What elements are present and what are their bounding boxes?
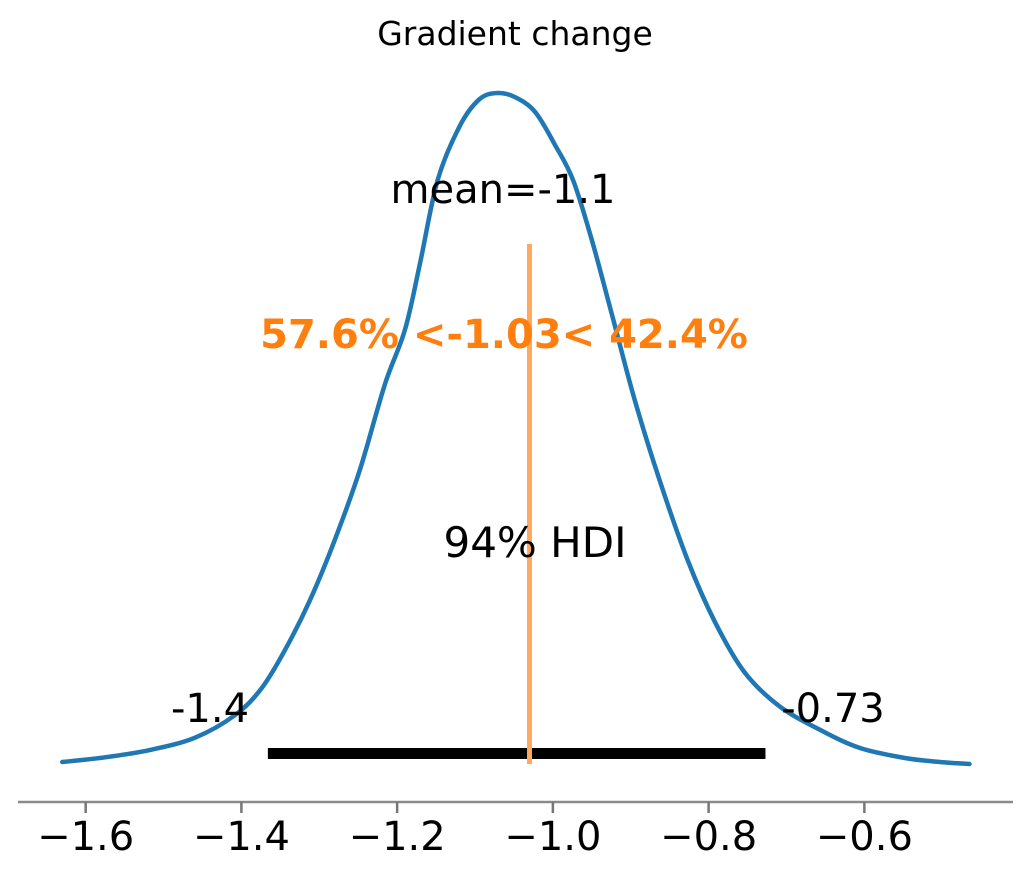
x-tick-label: −1.6 [37, 814, 134, 860]
kde-curve [60, 90, 972, 767]
x-tick-label: −0.6 [816, 814, 913, 860]
hdi-label: 94% HDI [443, 518, 626, 567]
x-tick-label: −1.4 [193, 814, 290, 860]
x-tick-label: −1.0 [504, 814, 601, 860]
chart-layers: −1.6 −1.4 −1.2 −1.0 −0.8 −0.6 [18, 90, 1013, 860]
x-tick-label: −1.2 [349, 814, 446, 860]
chart-title: Gradient change [377, 14, 653, 53]
ref-value-label: 57.6% <-1.03< 42.4% [260, 312, 748, 358]
x-tick-label: −0.8 [660, 814, 757, 860]
hdi-lower-label: -1.4 [171, 686, 249, 732]
mean-label: mean=-1.1 [391, 167, 616, 213]
hdi-upper-label: -0.73 [781, 686, 885, 732]
